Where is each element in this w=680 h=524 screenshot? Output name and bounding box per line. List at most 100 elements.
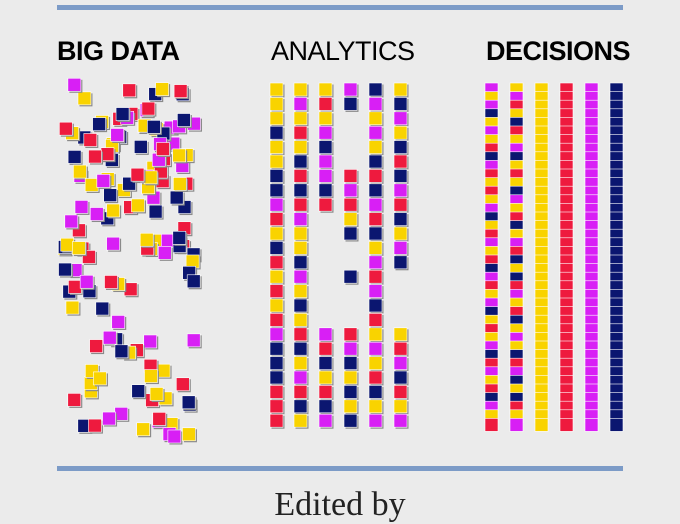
big-data-square-magenta	[89, 207, 104, 221]
analytics-square-yellow	[269, 226, 284, 241]
analytics-square-navy	[269, 169, 284, 183]
analytics-square-red	[368, 212, 383, 226]
big-data-square-magenta	[111, 315, 126, 329]
analytics-square-yellow	[368, 111, 383, 126]
big-data-square-magenta	[161, 233, 175, 248]
big-data-square-navy	[115, 107, 130, 121]
analytics-square-navy	[318, 399, 333, 414]
big-data-square-navy	[58, 262, 72, 277]
analytics-square-magenta	[368, 341, 383, 356]
analytics-square-magenta	[368, 197, 383, 212]
analytics-square-navy	[393, 212, 408, 226]
analytics-square-yellow	[293, 82, 308, 97]
big-data-square-magenta	[102, 330, 117, 345]
analytics-square-yellow	[343, 212, 358, 226]
analytics-square-navy	[293, 183, 308, 198]
analytics-square-magenta	[269, 327, 284, 342]
analytics-square-yellow	[318, 82, 333, 97]
analytics-square-magenta	[393, 356, 408, 370]
analytics-square-yellow	[393, 399, 408, 414]
big-data-square-red	[88, 418, 102, 433]
analytics-square-red	[269, 255, 284, 270]
big-data-square-red	[130, 167, 145, 182]
analytics-square-red	[368, 169, 383, 183]
analytics-square-yellow	[293, 284, 308, 298]
analytics-square-magenta	[269, 197, 284, 212]
analytics-square-navy	[293, 399, 308, 414]
analytics-square-navy	[343, 356, 358, 370]
analytics-square-red	[318, 341, 333, 356]
decisions-square-navy	[609, 418, 624, 432]
analytics-square-magenta	[368, 255, 383, 270]
analytics-square-yellow	[368, 399, 383, 414]
big-data-square-yellow	[84, 178, 99, 192]
analytics-square-yellow	[269, 154, 284, 169]
analytics-square-magenta	[393, 241, 408, 255]
big-data-square-red	[152, 412, 167, 426]
analytics-square-navy	[393, 140, 408, 154]
analytics-square-magenta	[318, 125, 333, 140]
analytics-square-navy	[318, 356, 333, 370]
analytics-square-navy	[393, 370, 408, 385]
analytics-square-yellow	[368, 327, 383, 342]
big-data-square-navy	[177, 113, 191, 127]
analytics-square-red	[393, 197, 408, 212]
big-data-square-navy	[92, 117, 106, 131]
big-data-scatter	[57, 77, 203, 445]
analytics-square-red	[318, 385, 333, 399]
analytics-square-red	[269, 212, 284, 226]
analytics-square-magenta	[368, 97, 383, 111]
analytics-square-yellow	[293, 226, 308, 241]
analytics-square-magenta	[293, 97, 308, 111]
analytics-square-red	[269, 284, 284, 298]
analytics-square-magenta	[393, 183, 408, 198]
decisions-square-yellow	[534, 418, 549, 432]
analytics-square-magenta	[368, 413, 383, 428]
big-data-square-navy	[186, 274, 201, 289]
big-data-square-yellow	[182, 427, 196, 442]
analytics-square-magenta	[393, 413, 408, 428]
analytics-square-red	[293, 169, 308, 183]
analytics-square-navy	[318, 183, 333, 198]
analytics-square-navy	[343, 385, 358, 399]
analytics-square-yellow	[393, 125, 408, 140]
analytics-square-navy	[293, 298, 308, 313]
big-data-square-navy	[133, 140, 148, 154]
analytics-square-red	[293, 125, 308, 140]
big-data-square-yellow	[155, 82, 169, 96]
analytics-square-magenta	[318, 154, 333, 169]
big-data-square-yellow	[139, 232, 154, 247]
analytics-square-yellow	[293, 140, 308, 154]
big-data-square-navy	[103, 188, 117, 202]
analytics-square-magenta	[368, 284, 383, 298]
analytics-square-navy	[343, 269, 358, 284]
big-data-square-navy	[114, 344, 129, 359]
analytics-square-magenta	[318, 413, 333, 428]
analytics-square-magenta	[343, 183, 358, 198]
big-data-square-yellow	[93, 371, 107, 386]
big-data-square-yellow	[73, 164, 87, 179]
analytics-square-yellow	[293, 241, 308, 255]
analytics-square-yellow	[269, 82, 284, 97]
analytics-square-red	[269, 313, 284, 327]
big-data-square-magenta	[143, 334, 158, 349]
big-data-square-navy	[181, 395, 196, 410]
analytics-square-red	[368, 370, 383, 385]
analytics-square-yellow	[368, 241, 383, 255]
analytics-square-red	[318, 97, 333, 111]
big-data-square-magenta	[79, 274, 94, 289]
footer-caption: Edited by	[274, 486, 406, 523]
big-data-square-red	[89, 339, 103, 353]
big-data-square-red	[59, 121, 73, 136]
analytics-square-red	[368, 269, 383, 284]
analytics-square-red	[343, 169, 358, 183]
big-data-square-magenta	[64, 214, 79, 229]
big-data-square-navy	[67, 150, 82, 164]
analytics-square-red	[293, 385, 308, 399]
analytics-square-magenta	[293, 269, 308, 284]
big-data-square-yellow	[72, 241, 86, 255]
analytics-square-red	[269, 385, 284, 399]
analytics-square-navy	[343, 226, 358, 241]
analytics-square-yellow	[269, 298, 284, 313]
big-data-square-navy	[172, 231, 187, 245]
